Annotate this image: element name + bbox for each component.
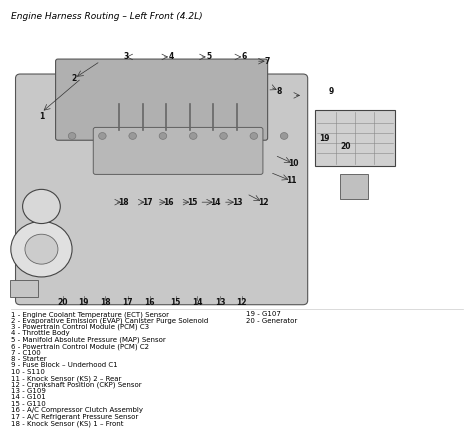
FancyBboxPatch shape	[10, 280, 37, 297]
Circle shape	[190, 132, 197, 139]
Text: 13: 13	[215, 298, 225, 307]
Text: 11 - Knock Sensor (KS) 2 – Rear: 11 - Knock Sensor (KS) 2 – Rear	[11, 375, 121, 382]
Text: 5: 5	[206, 52, 211, 61]
Text: 12: 12	[237, 298, 247, 307]
Circle shape	[280, 132, 288, 139]
Text: 19: 19	[319, 134, 329, 143]
Text: 13 - G109: 13 - G109	[11, 388, 46, 394]
Text: 13: 13	[232, 198, 242, 207]
Text: 17: 17	[142, 198, 153, 207]
Text: 15: 15	[171, 298, 181, 307]
Circle shape	[99, 132, 106, 139]
Circle shape	[159, 132, 167, 139]
Text: 16: 16	[164, 198, 174, 207]
Text: 10: 10	[288, 159, 299, 168]
Text: 17: 17	[122, 298, 133, 307]
Text: 18 - Knock Sensor (KS) 1 – Front: 18 - Knock Sensor (KS) 1 – Front	[11, 420, 123, 427]
FancyBboxPatch shape	[16, 74, 308, 305]
Text: 12 - Crankshaft Position (CKP) Sensor: 12 - Crankshaft Position (CKP) Sensor	[11, 381, 141, 388]
Text: 3 - Powertrain Control Module (PCM) C3: 3 - Powertrain Control Module (PCM) C3	[11, 324, 149, 330]
Text: 11: 11	[286, 176, 296, 185]
Text: 14: 14	[191, 298, 202, 307]
Text: 19: 19	[79, 298, 89, 307]
Circle shape	[68, 132, 76, 139]
Text: 7 - C100: 7 - C100	[11, 350, 41, 356]
Text: 16: 16	[145, 298, 155, 307]
Text: 4 - Throttle Body: 4 - Throttle Body	[11, 330, 69, 336]
Circle shape	[220, 132, 228, 139]
FancyBboxPatch shape	[55, 59, 268, 140]
Text: Engine Harness Routing – Left Front (4.2L): Engine Harness Routing – Left Front (4.2…	[11, 12, 202, 21]
Text: 9 - Fuse Block – Underhood C1: 9 - Fuse Block – Underhood C1	[11, 362, 118, 369]
Text: 12: 12	[258, 198, 268, 207]
Text: 6: 6	[241, 52, 246, 61]
Text: 9: 9	[328, 86, 334, 95]
Text: 20: 20	[340, 142, 351, 151]
Text: 14 - G101: 14 - G101	[11, 394, 46, 400]
Text: 20: 20	[57, 298, 68, 307]
Circle shape	[11, 221, 72, 277]
Text: 2: 2	[72, 74, 77, 83]
Text: 14: 14	[210, 198, 221, 207]
Text: 4: 4	[168, 52, 173, 61]
Text: 18: 18	[100, 298, 110, 307]
Text: 10 - S110: 10 - S110	[11, 369, 45, 375]
Text: 2 - Evaporative Emission (EVAP) Canister Purge Solenoid: 2 - Evaporative Emission (EVAP) Canister…	[11, 317, 208, 324]
Circle shape	[25, 234, 58, 264]
Text: 20 - Generator: 20 - Generator	[246, 317, 298, 323]
Circle shape	[129, 132, 137, 139]
Text: 15: 15	[187, 198, 198, 207]
FancyBboxPatch shape	[93, 127, 263, 175]
Circle shape	[250, 132, 257, 139]
FancyBboxPatch shape	[315, 111, 395, 166]
Text: 6 - Powertrain Control Module (PCM) C2: 6 - Powertrain Control Module (PCM) C2	[11, 343, 149, 350]
Text: 16 - A/C Compressor Clutch Assembly: 16 - A/C Compressor Clutch Assembly	[11, 407, 143, 413]
Text: 5 - Manifold Absolute Pressure (MAP) Sensor: 5 - Manifold Absolute Pressure (MAP) Sen…	[11, 337, 165, 343]
Text: 7: 7	[265, 57, 270, 66]
FancyBboxPatch shape	[340, 174, 367, 199]
Text: 1 - Engine Coolant Temperature (ECT) Sensor: 1 - Engine Coolant Temperature (ECT) Sen…	[11, 311, 169, 318]
Text: 3: 3	[124, 52, 129, 61]
Text: 17 - A/C Refrigerant Pressure Sensor: 17 - A/C Refrigerant Pressure Sensor	[11, 414, 138, 420]
Text: 1: 1	[39, 112, 44, 121]
Text: 19 - G107: 19 - G107	[246, 311, 281, 317]
Text: 8: 8	[277, 86, 282, 95]
Text: 18: 18	[118, 198, 129, 207]
Text: 15 - G110: 15 - G110	[11, 401, 46, 407]
Circle shape	[23, 189, 60, 224]
Text: 8 - Starter: 8 - Starter	[11, 356, 46, 362]
